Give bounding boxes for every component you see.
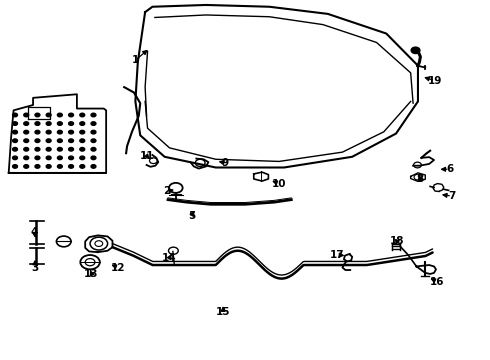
Circle shape xyxy=(91,113,96,117)
Circle shape xyxy=(57,165,62,168)
Circle shape xyxy=(13,139,18,143)
Circle shape xyxy=(411,47,420,54)
Circle shape xyxy=(91,156,96,159)
Circle shape xyxy=(35,165,40,168)
Circle shape xyxy=(57,148,62,151)
Text: 13: 13 xyxy=(84,269,99,279)
Circle shape xyxy=(24,130,29,134)
Circle shape xyxy=(69,139,74,143)
Circle shape xyxy=(80,148,85,151)
Text: 9: 9 xyxy=(222,158,229,168)
Circle shape xyxy=(46,113,51,117)
Circle shape xyxy=(57,156,62,159)
Circle shape xyxy=(80,122,85,125)
Text: 4: 4 xyxy=(31,227,38,237)
Circle shape xyxy=(91,139,96,143)
Circle shape xyxy=(13,130,18,134)
Circle shape xyxy=(13,148,18,151)
Circle shape xyxy=(13,113,18,117)
Circle shape xyxy=(35,113,40,117)
Circle shape xyxy=(35,148,40,151)
Circle shape xyxy=(80,139,85,143)
Text: 12: 12 xyxy=(111,262,125,273)
Circle shape xyxy=(13,122,18,125)
Circle shape xyxy=(46,148,51,151)
Circle shape xyxy=(80,165,85,168)
Circle shape xyxy=(57,122,62,125)
Circle shape xyxy=(46,122,51,125)
Circle shape xyxy=(24,156,29,159)
Text: 3: 3 xyxy=(31,262,38,273)
Circle shape xyxy=(91,148,96,151)
Circle shape xyxy=(80,113,85,117)
Circle shape xyxy=(69,156,74,159)
Circle shape xyxy=(24,122,29,125)
Text: 1: 1 xyxy=(132,55,139,65)
Circle shape xyxy=(24,165,29,168)
Circle shape xyxy=(24,139,29,143)
Circle shape xyxy=(46,165,51,168)
Text: 7: 7 xyxy=(448,191,456,201)
Circle shape xyxy=(91,130,96,134)
Text: 15: 15 xyxy=(216,307,230,317)
Text: 10: 10 xyxy=(272,179,286,189)
Text: 2: 2 xyxy=(164,186,171,197)
Text: 11: 11 xyxy=(139,151,154,161)
Text: 18: 18 xyxy=(390,237,404,247)
Circle shape xyxy=(57,130,62,134)
Circle shape xyxy=(91,165,96,168)
Circle shape xyxy=(35,122,40,125)
Circle shape xyxy=(91,122,96,125)
Text: 14: 14 xyxy=(162,253,177,263)
Text: 16: 16 xyxy=(430,277,445,287)
Circle shape xyxy=(80,156,85,159)
Circle shape xyxy=(46,130,51,134)
Circle shape xyxy=(24,148,29,151)
Circle shape xyxy=(13,165,18,168)
Circle shape xyxy=(35,156,40,159)
Circle shape xyxy=(35,130,40,134)
Circle shape xyxy=(69,130,74,134)
Circle shape xyxy=(57,139,62,143)
Text: 17: 17 xyxy=(330,250,345,260)
Circle shape xyxy=(57,113,62,117)
Text: 6: 6 xyxy=(446,164,453,174)
Circle shape xyxy=(69,113,74,117)
Text: 5: 5 xyxy=(188,211,195,221)
Circle shape xyxy=(80,130,85,134)
Circle shape xyxy=(69,148,74,151)
Circle shape xyxy=(35,139,40,143)
Circle shape xyxy=(13,156,18,159)
Text: 19: 19 xyxy=(428,76,442,86)
Circle shape xyxy=(69,122,74,125)
Circle shape xyxy=(46,156,51,159)
Text: 8: 8 xyxy=(417,174,424,184)
Circle shape xyxy=(69,165,74,168)
Circle shape xyxy=(24,113,29,117)
Circle shape xyxy=(46,139,51,143)
